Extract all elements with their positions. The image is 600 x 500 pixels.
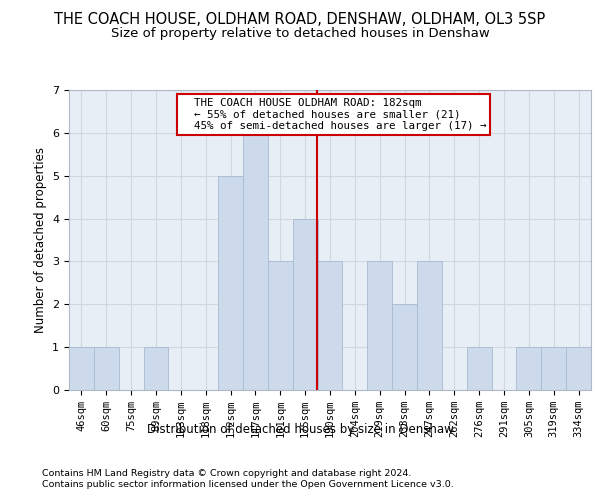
Text: THE COACH HOUSE, OLDHAM ROAD, DENSHAW, OLDHAM, OL3 5SP: THE COACH HOUSE, OLDHAM ROAD, DENSHAW, O… xyxy=(55,12,545,28)
Bar xyxy=(417,262,442,390)
Bar xyxy=(69,347,94,390)
Bar xyxy=(317,262,343,390)
Text: Contains public sector information licensed under the Open Government Licence v3: Contains public sector information licen… xyxy=(42,480,454,489)
Text: Size of property relative to detached houses in Denshaw: Size of property relative to detached ho… xyxy=(110,28,490,40)
Bar xyxy=(143,347,169,390)
Bar xyxy=(467,347,491,390)
Text: Contains HM Land Registry data © Crown copyright and database right 2024.: Contains HM Land Registry data © Crown c… xyxy=(42,469,412,478)
Bar xyxy=(367,262,392,390)
Bar xyxy=(293,218,317,390)
Bar xyxy=(218,176,243,390)
Bar xyxy=(94,347,119,390)
Text: THE COACH HOUSE OLDHAM ROAD: 182sqm
  ← 55% of detached houses are smaller (21)
: THE COACH HOUSE OLDHAM ROAD: 182sqm ← 55… xyxy=(181,98,487,131)
Bar xyxy=(392,304,417,390)
Y-axis label: Number of detached properties: Number of detached properties xyxy=(34,147,47,333)
Bar xyxy=(268,262,293,390)
Text: Distribution of detached houses by size in Denshaw: Distribution of detached houses by size … xyxy=(146,422,454,436)
Bar xyxy=(517,347,541,390)
Bar xyxy=(243,133,268,390)
Bar xyxy=(541,347,566,390)
Bar xyxy=(566,347,591,390)
